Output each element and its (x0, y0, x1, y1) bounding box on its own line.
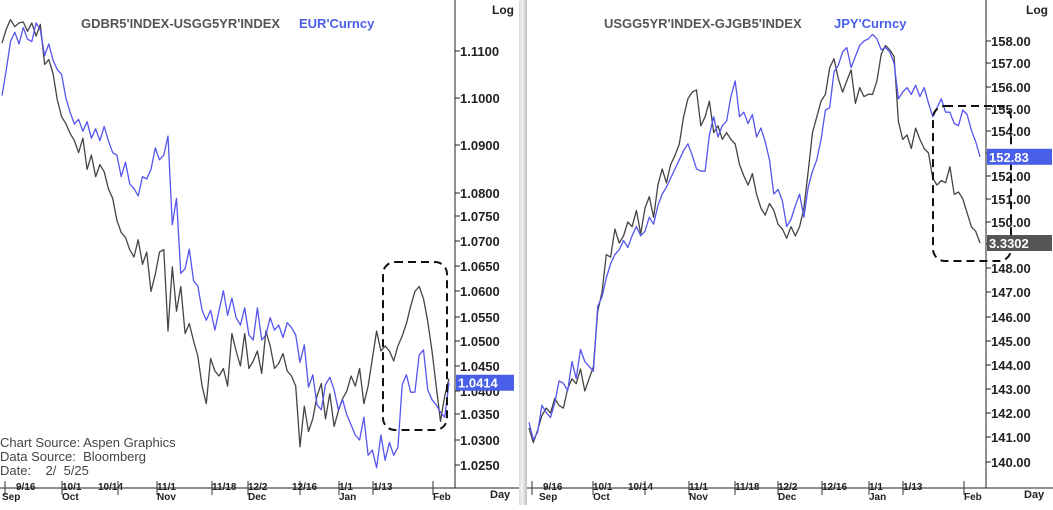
x-tick-label: 11/18 (735, 482, 760, 493)
y-tick-label: 142.00 (991, 406, 1031, 421)
month-label: Oct (593, 492, 610, 503)
y-tick-label: 144.00 (991, 358, 1031, 373)
scale-label: Log (492, 3, 514, 17)
x-tick-label: 10/1 (593, 482, 613, 493)
x-tick-label: 12/16 (292, 482, 317, 493)
x-tick-label: 9/16 (16, 482, 36, 493)
series-line-price (528, 33, 981, 441)
y-tick-label: 1.0750 (460, 209, 500, 224)
y-tick-label: 1.0300 (460, 433, 500, 448)
month-label: Sep (2, 492, 20, 503)
y-tick-label: 146.00 (991, 310, 1031, 325)
month-label: Sep (539, 492, 557, 503)
y-tick-label: 1.0650 (460, 259, 500, 274)
last-value-badge (987, 148, 1052, 165)
y-tick-label: 1.0350 (460, 407, 500, 422)
x-tick-label: 1/13 (903, 482, 923, 493)
y-tick-label: 151.00 (991, 192, 1031, 207)
y-tick-label: 1.0600 (460, 284, 500, 299)
x-tick-label: 11/1 (689, 482, 708, 493)
month-label: Nov (689, 492, 708, 503)
last-value-badge (456, 374, 514, 391)
y-tick-label: 1.0550 (460, 310, 500, 325)
y-tick-label: 154.00 (991, 124, 1031, 139)
x-tick-label: 1/1 (869, 482, 883, 493)
series-title: GDBR5'INDEX-USGG5YR'INDEX (81, 16, 280, 31)
y-tick-label: 1.0250 (460, 458, 500, 473)
y-tick-label: 1.0450 (460, 359, 500, 374)
series-title: JPY'Curncy (834, 16, 907, 31)
y-tick-label: 143.00 (991, 382, 1031, 397)
month-label: Dec (778, 492, 797, 503)
series-line-price (1, 22, 450, 469)
y-tick-label: 141.00 (991, 430, 1031, 445)
scale-label: Log (1026, 3, 1048, 17)
y-tick-label: 140.00 (991, 455, 1031, 470)
y-tick-label: 145.00 (991, 334, 1031, 349)
series-title: USGG5YR'INDEX-GJGB5'INDEX (604, 16, 802, 31)
x-tick-label: 1/13 (373, 482, 393, 493)
data-source-note: Data Source: Bloomberg (0, 449, 146, 464)
x-tick-label: 12/16 (822, 482, 847, 493)
month-label: Feb (433, 492, 451, 503)
last-value-label: 1.0414 (458, 376, 499, 391)
y-tick-label: 150.00 (991, 215, 1031, 230)
y-tick-label: 148.00 (991, 261, 1031, 276)
x-tick-label: 11/1 (157, 482, 176, 493)
y-tick-label: 1.0900 (460, 138, 500, 153)
panel-divider[interactable] (519, 0, 527, 505)
last-value-badge (987, 235, 1052, 252)
chart-source-note: Chart Source: Aspen Graphics (0, 435, 176, 450)
month-label: Dec (248, 492, 267, 503)
y-tick-label: 158.00 (991, 34, 1031, 49)
month-label: Nov (157, 492, 176, 503)
month-label: Oct (62, 492, 79, 503)
last-value-label: 152.83 (989, 150, 1029, 165)
month-label: Jan (869, 492, 886, 503)
x-tick-label: 10/14 (98, 482, 123, 493)
y-tick-label: 147.00 (991, 285, 1031, 300)
month-label: Jan (339, 492, 356, 503)
x-tick-label: 10/1 (62, 482, 82, 493)
highlight-box (932, 105, 1012, 262)
series-title: EUR'Curncy (299, 16, 375, 31)
x-tick-label: 12/2 (778, 482, 798, 493)
x-tick-label: 11/18 (212, 482, 237, 493)
x-tick-label: 9/16 (543, 482, 563, 493)
last-value-label: 3.3302 (989, 236, 1029, 251)
x-tick-label: 12/2 (248, 482, 268, 493)
y-tick-label: 1.1100 (460, 44, 499, 59)
y-tick-label: 1.0700 (460, 234, 500, 249)
x-tick-label: 1/1 (339, 482, 353, 493)
date-note: Date: 2/ 5/25 (0, 463, 89, 478)
y-tick-label: 1.0500 (460, 334, 500, 349)
highlight-box (382, 261, 448, 431)
y-tick-label: 1.0800 (460, 186, 500, 201)
y-tick-label: 157.00 (991, 56, 1031, 71)
x-unit-label: Day (1024, 489, 1045, 501)
series-line-spread (1, 19, 450, 448)
x-tick-label: 10/14 (628, 482, 653, 493)
x-unit-label: Day (490, 489, 511, 501)
series-line-spread (528, 44, 981, 444)
y-tick-label: 156.00 (991, 80, 1031, 95)
month-label: Feb (964, 492, 982, 503)
y-tick-label: 1.1000 (460, 91, 500, 106)
